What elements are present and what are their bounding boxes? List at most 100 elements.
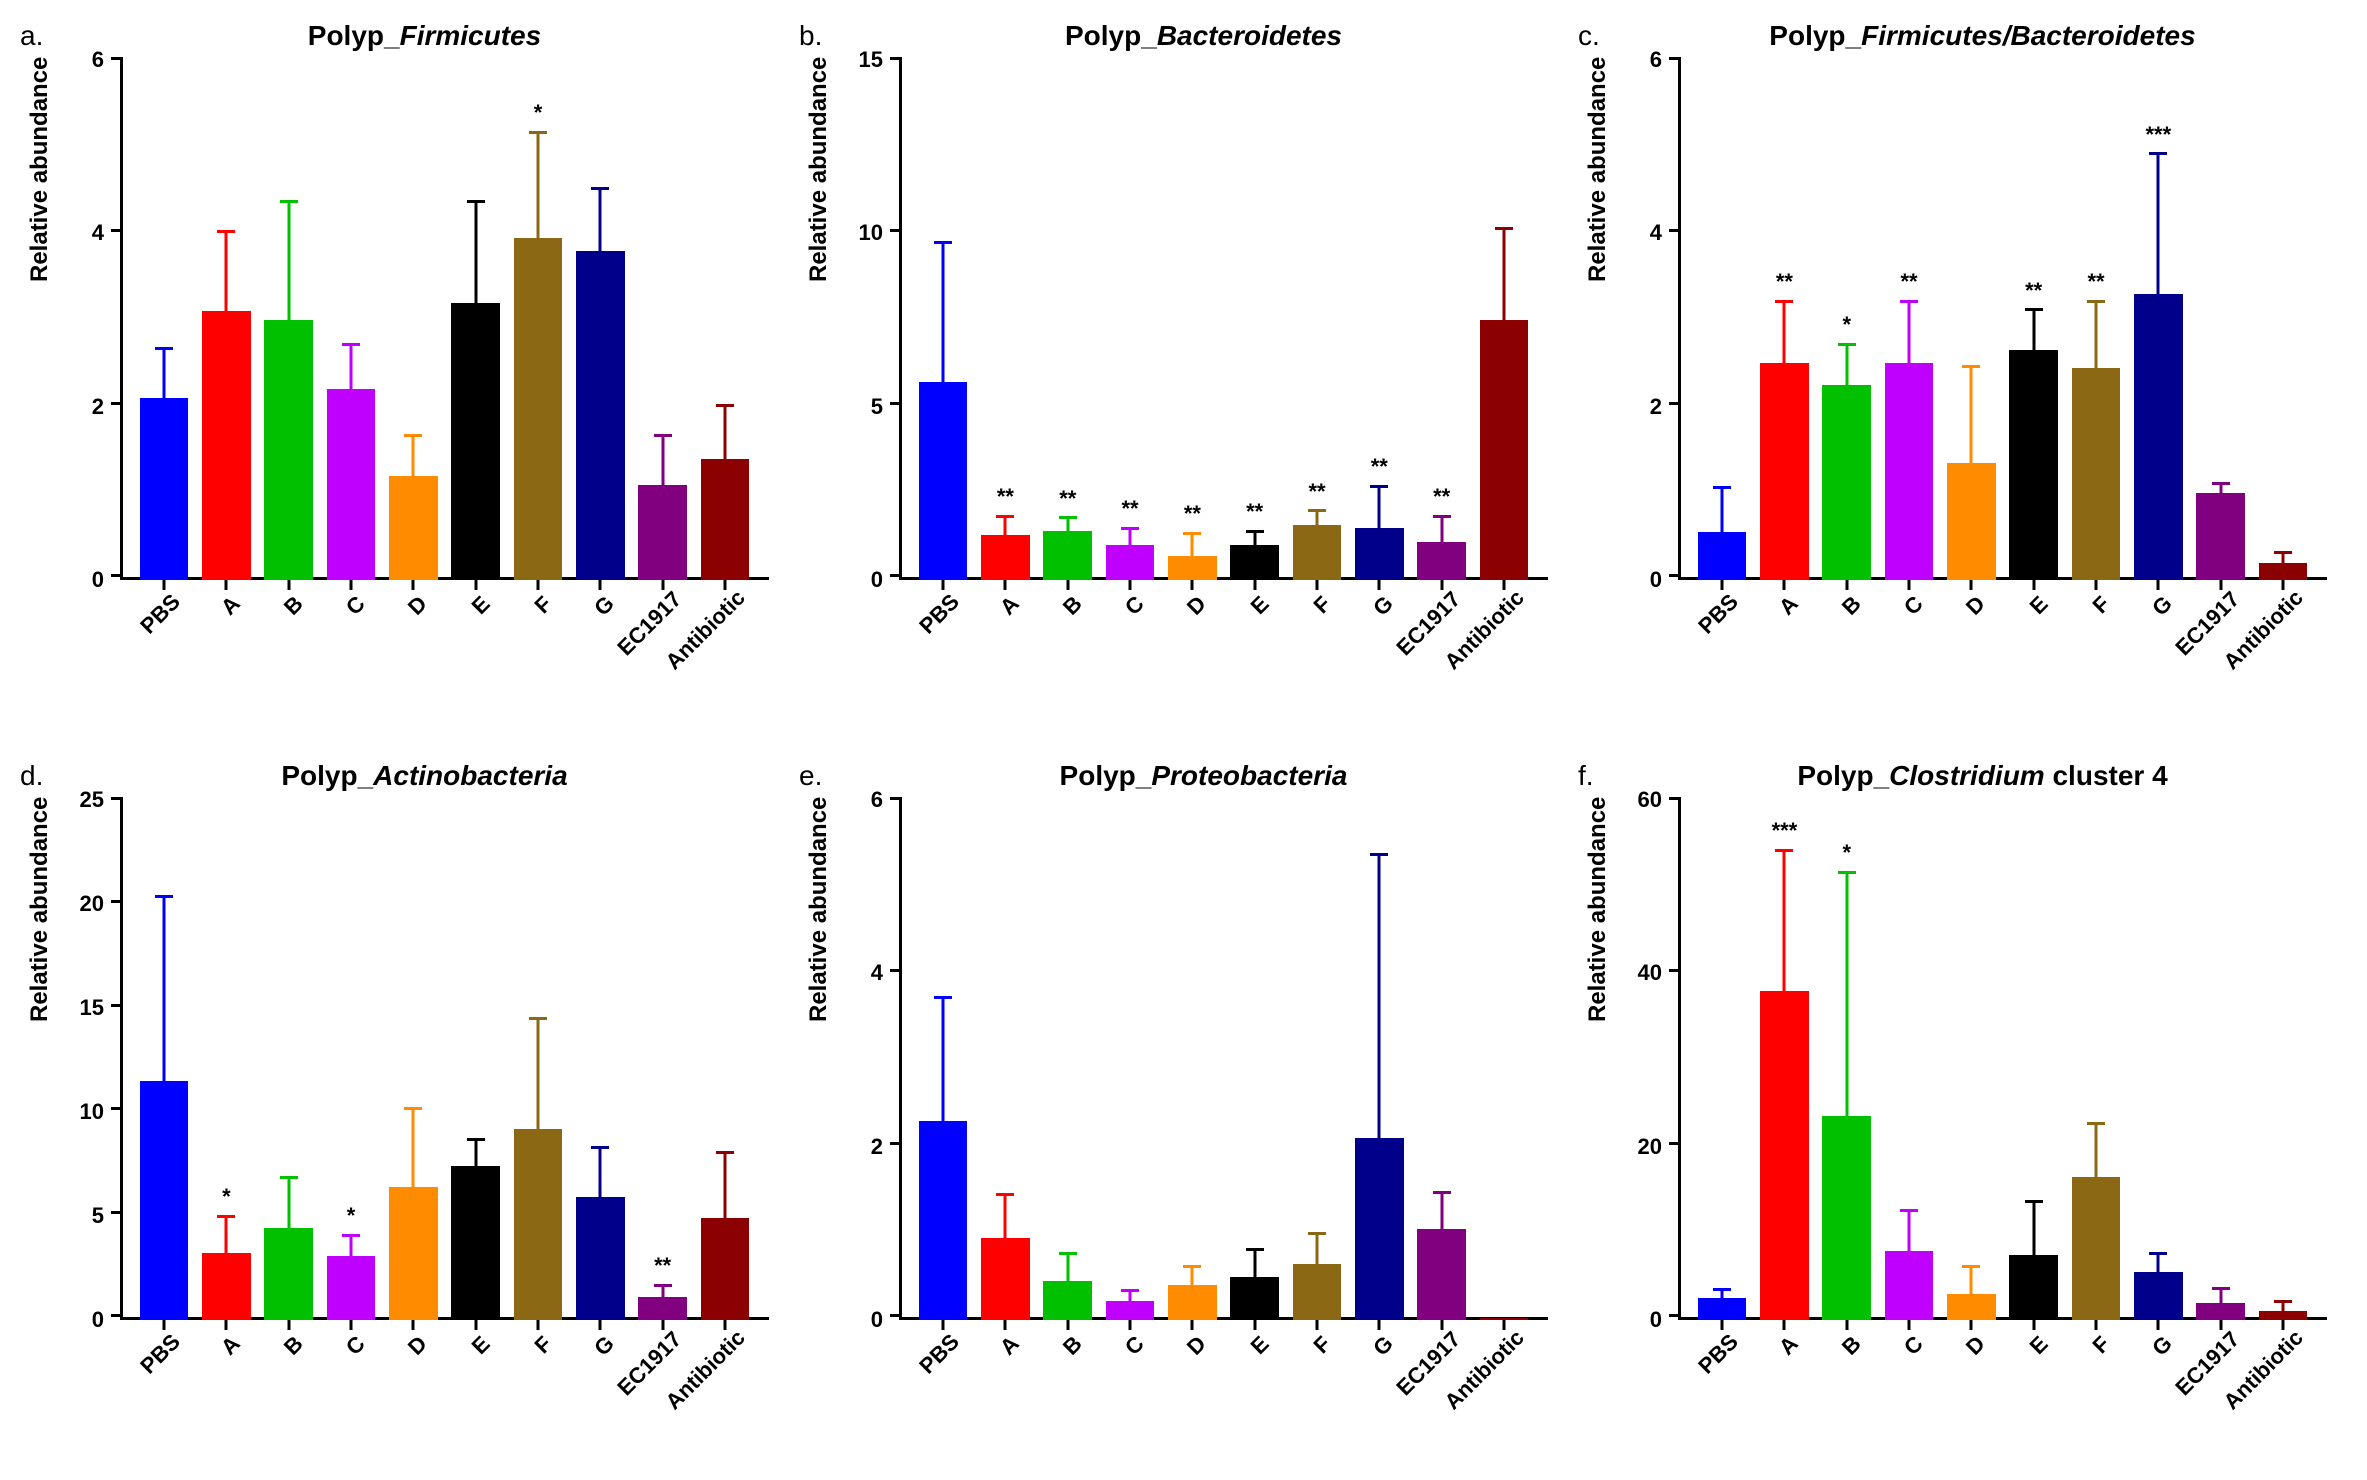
- bar-D: [1168, 556, 1217, 580]
- x-tick: [537, 1320, 540, 1330]
- bar-group: A: [974, 800, 1036, 1320]
- bar-group: E: [2003, 800, 2065, 1320]
- bar-EC1917: [1417, 1229, 1466, 1320]
- bar-group: D: [382, 60, 444, 580]
- bars-container: PBS*AB*CDEFG**EC1917Antibiotic: [120, 800, 769, 1320]
- error-cap: [2087, 300, 2105, 303]
- error-cap: [217, 230, 235, 233]
- error-bar: [1845, 874, 1848, 1117]
- x-tick-label: D: [403, 1331, 433, 1361]
- error-bar: [1845, 346, 1848, 385]
- title-italic: Actinobacteria: [373, 760, 568, 791]
- bar-group: D: [1940, 800, 2002, 1320]
- bars-container: PBSABCDE*FGEC1917Antibiotic: [120, 60, 769, 580]
- error-cap: [1838, 871, 1856, 874]
- plot-area: Relative abundance0510152025PBS*AB*CDEFG…: [120, 800, 769, 1320]
- significance-marker: **: [1122, 496, 1139, 522]
- significance-marker: **: [1308, 479, 1325, 505]
- error-cap: [1713, 486, 1731, 489]
- bar-G: [2134, 1272, 2183, 1320]
- x-tick: [163, 1320, 166, 1330]
- bar-B: [1043, 1281, 1092, 1320]
- x-tick-label: E: [2024, 591, 2053, 620]
- error-bar: [2219, 1290, 2222, 1303]
- bar-group: **F: [1286, 60, 1348, 580]
- x-tick: [412, 1320, 415, 1330]
- significance-marker: ***: [2145, 122, 2171, 148]
- title-prefix: Polyp_: [1797, 760, 1889, 791]
- x-tick-label: F: [529, 1331, 557, 1359]
- x-tick: [1783, 1320, 1786, 1330]
- bar-group: PBS: [1691, 800, 1753, 1320]
- bar-group: E: [445, 800, 507, 1320]
- bar-PBS: [140, 398, 189, 580]
- x-tick-label: G: [1368, 1331, 1398, 1361]
- y-tick-label: 40: [1638, 960, 1662, 986]
- bar-F: [514, 238, 563, 580]
- bar-group: **A: [974, 60, 1036, 580]
- bar-F: [2072, 368, 2121, 580]
- x-tick: [1378, 1320, 1381, 1330]
- bar-EC1917: [638, 485, 687, 580]
- x-tick: [1970, 580, 1973, 590]
- bar-group: EC1917: [1410, 800, 1472, 1320]
- panel-letter: a.: [20, 20, 43, 52]
- error-cap: [1308, 509, 1326, 512]
- bar-C: [1106, 545, 1155, 580]
- error-bar: [537, 1020, 540, 1128]
- bar-C: [327, 1256, 376, 1320]
- bar-group: PBS: [912, 800, 974, 1320]
- error-cap: [404, 434, 422, 437]
- x-tick-label: C: [1120, 1331, 1150, 1361]
- bar-D: [1947, 463, 1996, 580]
- title-prefix: Polyp_: [1769, 20, 1861, 51]
- y-tick-label: 25: [80, 787, 104, 813]
- error-cap: [2025, 308, 2043, 311]
- error-bar: [1783, 852, 1786, 991]
- x-tick: [1970, 1320, 1973, 1330]
- error-cap: [1962, 1265, 1980, 1268]
- error-cap: [342, 343, 360, 346]
- error-cap: [1246, 1248, 1264, 1251]
- title-italic: Firmicutes/Bacteroidetes: [1861, 20, 2196, 51]
- error-bar: [1783, 303, 1786, 364]
- error-bar: [1970, 368, 1973, 463]
- title-prefix: Polyp_: [281, 760, 373, 791]
- error-cap: [217, 1215, 235, 1218]
- bar-C: [1885, 363, 1934, 580]
- bar-group: **EC1917: [631, 800, 693, 1320]
- y-axis-label: Relative abundance: [26, 797, 54, 1022]
- bar-EC1917: [638, 1297, 687, 1320]
- error-bar: [163, 350, 166, 398]
- error-cap: [2274, 1300, 2292, 1303]
- x-tick: [1721, 580, 1724, 590]
- panel-e: e.Polyp_ProteobacteriaRelative abundance…: [799, 760, 1568, 1460]
- error-bar: [2095, 303, 2098, 368]
- x-tick-label: F: [2087, 1331, 2115, 1359]
- x-tick-label: D: [1961, 1331, 1991, 1361]
- y-tick-label: 4: [1650, 220, 1662, 246]
- error-cap: [1370, 485, 1388, 488]
- bar-Antibiotic: [2259, 563, 2308, 580]
- error-bar: [723, 1154, 726, 1218]
- x-tick: [1316, 580, 1319, 590]
- error-bar: [1440, 1194, 1443, 1229]
- y-tick-label: 4: [92, 220, 104, 246]
- error-cap: [2212, 1287, 2230, 1290]
- bar-group: **F: [2065, 60, 2127, 580]
- x-tick: [1191, 580, 1194, 590]
- error-cap: [1308, 1232, 1326, 1235]
- bar-group: *B: [1816, 800, 1878, 1320]
- error-cap: [1900, 1209, 1918, 1212]
- bar-A: [1760, 363, 1809, 580]
- bar-group: EC1917: [2189, 800, 2251, 1320]
- error-cap: [716, 404, 734, 407]
- bar-PBS: [1698, 532, 1747, 580]
- x-tick-label: B: [1837, 591, 1867, 621]
- bar-group: EC1917: [2189, 60, 2251, 580]
- panel-letter: f.: [1578, 760, 1594, 792]
- y-tick-label: 10: [859, 220, 883, 246]
- error-cap: [934, 241, 952, 244]
- bar-Antibiotic: [1480, 320, 1529, 580]
- bar-group: B: [1037, 800, 1099, 1320]
